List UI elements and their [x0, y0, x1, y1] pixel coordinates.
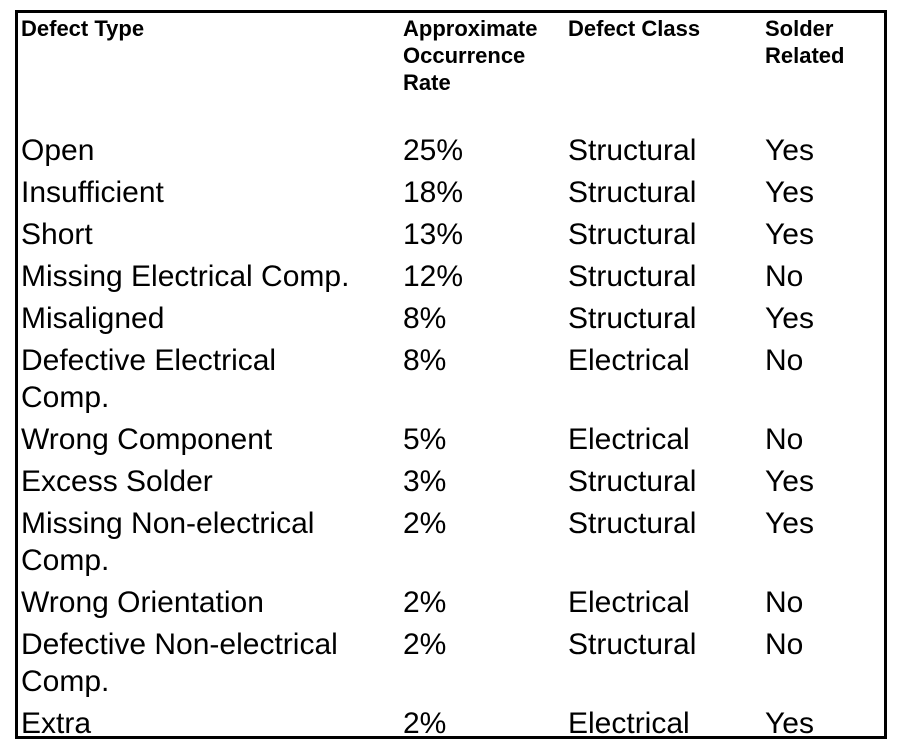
table-cell: Structural [568, 465, 697, 498]
table-cell: Electrical [568, 707, 690, 740]
table-cell: Structural [568, 260, 697, 293]
table-cell: 2% [403, 507, 447, 540]
table-cell: Structural [568, 134, 697, 167]
table-cell: Insufficient [21, 176, 164, 209]
table-cell: Yes [765, 465, 814, 498]
table-row: Extra 2% Electrical Yes [18, 705, 884, 747]
table-cell: 12% [403, 260, 464, 293]
table-cell: Electrical [568, 344, 690, 377]
table-cell: Yes [765, 218, 814, 251]
table-row: Missing Electrical Comp. 12% Structural No [18, 258, 884, 300]
table-row: Insufficient 18% Structural Yes [18, 174, 884, 216]
table-cell: 13% [403, 218, 464, 251]
table-cell: 18% [403, 176, 464, 209]
table-row: Misaligned 8% Structural Yes [18, 300, 884, 342]
table-cell: Missing Electrical Comp. [21, 260, 350, 293]
table-row: Excess Solder 3% Structural Yes [18, 463, 884, 505]
table-cell: Yes [765, 302, 814, 335]
table-cell: Defective Non-electrical Comp. [21, 628, 338, 698]
table-cell: Extra [21, 707, 92, 740]
table-cell: Misaligned [21, 302, 165, 335]
table-cell: Electrical [568, 586, 690, 619]
table-cell: Structural [568, 507, 697, 540]
table-cell: Structural [568, 176, 697, 209]
defect-table: Defect Type Approximate Occurrence Rate De… [18, 13, 884, 747]
table-cell: 2% [403, 707, 447, 740]
table-frame: Defect Type Approximate Occurrence Rate De… [15, 10, 887, 740]
table-row: Short 13% Structural Yes [18, 216, 884, 258]
table-cell: Yes [765, 134, 814, 167]
table-cell: No [765, 586, 804, 619]
table-cell: 25% [403, 134, 464, 167]
table-row: Defective Non-electrical Comp. 2% Structur… [18, 626, 884, 705]
table-cell: No [765, 344, 804, 377]
table-cell: No [765, 260, 804, 293]
table-cell: No [765, 628, 804, 661]
table-row: Defective Electrical Comp. 8% Electrical No [18, 342, 884, 421]
table-cell: 5% [403, 423, 447, 456]
table-cell: 8% [403, 344, 447, 377]
column-header: Defect Type [21, 16, 145, 41]
table-cell: Yes [765, 176, 814, 209]
table-cell: Missing Non-electrical Comp. [21, 507, 315, 577]
table-cell: Wrong Orientation [21, 586, 264, 619]
table-cell: Excess Solder [21, 465, 213, 498]
table-cell: 8% [403, 302, 447, 335]
table-row: Missing Non-electrical Comp. 2% Structural… [18, 505, 884, 584]
table-cell: Yes [765, 507, 814, 540]
header-row: Defect Type Approximate Occurrence Rate De… [18, 13, 884, 132]
table-row: Wrong Orientation 2% Electrical No [18, 584, 884, 626]
column-header: Defect Class [568, 16, 701, 41]
table-cell: No [765, 423, 804, 456]
table-cell: 2% [403, 586, 447, 619]
table-cell: Defective Electrical Comp. [21, 344, 277, 414]
table-cell: 2% [403, 628, 447, 661]
table-cell: Yes [765, 707, 814, 740]
table-cell: Open [21, 134, 95, 167]
table-cell: Short [21, 218, 93, 251]
column-header: Solder Related [765, 16, 845, 68]
table-cell: Structural [568, 628, 697, 661]
table-cell: Structural [568, 218, 697, 251]
table-body: Open 25% Structural Yes Insufficient 18% Struc… [18, 132, 884, 747]
table-cell: Wrong Component [21, 423, 273, 456]
table-cell: Structural [568, 302, 697, 335]
table-cell: 3% [403, 465, 447, 498]
table-row: Wrong Component 5% Electrical No [18, 421, 884, 463]
table-row: Open 25% Structural Yes [18, 132, 884, 174]
table-cell: Electrical [568, 423, 690, 456]
column-header: Approximate Occurrence Rate [403, 16, 538, 95]
